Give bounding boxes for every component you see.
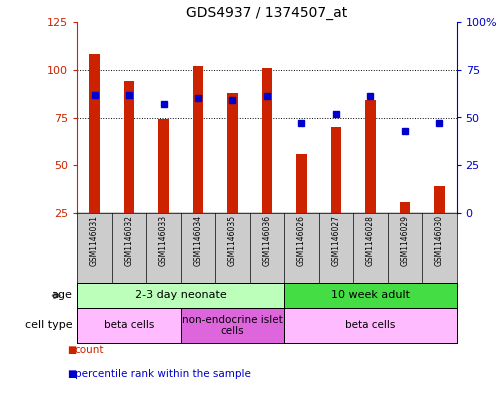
Bar	[434, 186, 445, 213]
Text: GSM1146028: GSM1146028	[366, 215, 375, 266]
Text: GSM1146034: GSM1146034	[194, 215, 203, 266]
Title: GDS4937 / 1374507_at: GDS4937 / 1374507_at	[186, 6, 348, 20]
Bar	[365, 100, 376, 213]
Text: GSM1146030: GSM1146030	[435, 215, 444, 266]
Bar	[89, 55, 100, 213]
Bar	[158, 119, 169, 213]
Text: 2-3 day neonate: 2-3 day neonate	[135, 290, 227, 301]
Bar	[77, 283, 284, 308]
Text: cell type: cell type	[25, 321, 72, 331]
Text: GSM1146032: GSM1146032	[125, 215, 134, 266]
Text: ■: ■	[67, 345, 77, 355]
Text: GSM1146026: GSM1146026	[297, 215, 306, 266]
Bar	[284, 283, 457, 308]
Bar	[262, 68, 272, 213]
Text: non-endocrine islet
cells: non-endocrine islet cells	[182, 315, 283, 336]
Text: 10 week adult: 10 week adult	[331, 290, 410, 301]
Text: GSM1146029: GSM1146029	[400, 215, 409, 266]
Text: GSM1146031: GSM1146031	[90, 215, 99, 266]
Text: GSM1146027: GSM1146027	[331, 215, 340, 266]
Bar	[77, 308, 181, 343]
Bar	[331, 127, 341, 213]
Text: age: age	[51, 290, 72, 301]
Text: ■: ■	[67, 369, 77, 379]
Text: beta cells: beta cells	[104, 321, 154, 331]
Text: GSM1146036: GSM1146036	[262, 215, 271, 266]
Bar	[284, 308, 457, 343]
Text: percentile rank within the sample: percentile rank within the sample	[75, 369, 250, 379]
Bar	[400, 202, 410, 213]
Text: beta cells: beta cells	[345, 321, 396, 331]
Bar	[124, 81, 134, 213]
Bar	[193, 66, 203, 213]
Text: GSM1146035: GSM1146035	[228, 215, 237, 266]
Bar	[228, 93, 238, 213]
Text: GSM1146033: GSM1146033	[159, 215, 168, 266]
Bar	[181, 308, 284, 343]
Bar	[296, 154, 306, 213]
Text: count: count	[75, 345, 104, 355]
